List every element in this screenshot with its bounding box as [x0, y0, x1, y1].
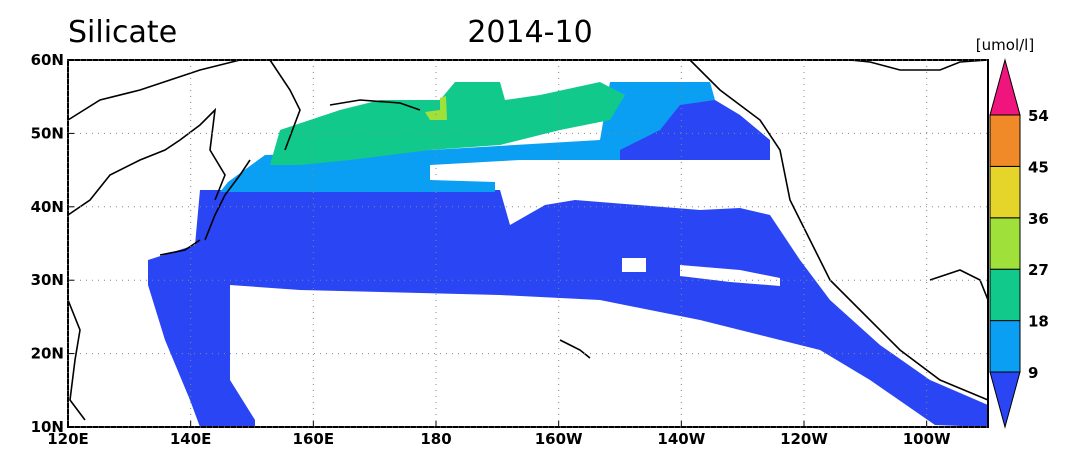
colorbar-label: 36 — [1028, 210, 1049, 228]
colorbar-label: 18 — [1028, 313, 1049, 331]
date: 2014-10 — [467, 15, 592, 50]
colorbar-segment — [989, 217, 1021, 270]
title: Silicate — [68, 15, 177, 50]
x-tick-label: 140E — [170, 430, 212, 448]
x-tick-label: 120W — [780, 430, 828, 448]
x-tick-label: 180 — [420, 430, 451, 448]
plot-frame — [67, 59, 989, 428]
x-tick-label: 140W — [657, 430, 705, 448]
unit: [umol/l] — [976, 36, 1034, 54]
colorbar-label: 54 — [1028, 107, 1049, 125]
colorbar-label: 27 — [1028, 261, 1049, 279]
coastline — [67, 59, 989, 421]
y-tick-label: 60N — [31, 51, 64, 69]
silicate-field — [148, 82, 988, 427]
colorbar-label: 45 — [1028, 158, 1049, 176]
x-tick-label: 160E — [293, 430, 335, 448]
colorbar-label: 9 — [1028, 364, 1038, 382]
y-tick-label: 50N — [31, 124, 64, 142]
y-tick-label: 10N — [31, 418, 64, 436]
colorbar-segment — [989, 320, 1021, 373]
colorbar-low — [989, 371, 1021, 429]
colorbar-segment — [989, 268, 1021, 322]
x-tick-label: 100W — [903, 430, 951, 448]
colorbar-high — [989, 58, 1021, 116]
x-tick-label: 160W — [535, 430, 583, 448]
y-tick-label: 40N — [31, 198, 64, 216]
colorbar-segment — [989, 165, 1021, 219]
x-tick-label: 120E — [47, 430, 89, 448]
y-tick-label: 30N — [31, 271, 64, 289]
y-tick-label: 20N — [31, 345, 64, 363]
colorbar-segment — [989, 114, 1021, 167]
